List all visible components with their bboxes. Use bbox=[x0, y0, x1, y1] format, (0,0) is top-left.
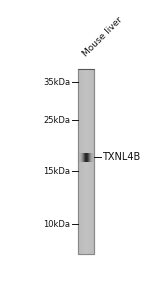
Bar bbox=[78, 70, 79, 254]
Bar bbox=[87, 70, 88, 254]
Bar bbox=[83, 70, 84, 254]
Bar bbox=[89, 70, 90, 254]
Bar bbox=[83, 70, 84, 254]
Bar bbox=[93, 70, 94, 254]
Bar bbox=[86, 70, 87, 254]
Text: 35kDa: 35kDa bbox=[43, 78, 70, 87]
Bar bbox=[85, 70, 86, 254]
Bar bbox=[87, 70, 88, 254]
Bar bbox=[85, 70, 86, 254]
Bar bbox=[84, 70, 85, 254]
Bar bbox=[92, 70, 93, 254]
Bar bbox=[78, 70, 94, 254]
Bar bbox=[79, 70, 80, 254]
Bar bbox=[78, 70, 94, 254]
Bar bbox=[88, 70, 89, 254]
Text: TXNL4B: TXNL4B bbox=[102, 152, 140, 162]
Bar bbox=[81, 70, 82, 254]
Text: 10kDa: 10kDa bbox=[43, 220, 70, 229]
Bar bbox=[80, 70, 81, 254]
Bar bbox=[90, 70, 91, 254]
Bar bbox=[91, 70, 92, 254]
Bar bbox=[89, 70, 90, 254]
Bar bbox=[94, 70, 95, 254]
Text: 15kDa: 15kDa bbox=[43, 167, 70, 176]
Bar bbox=[82, 70, 83, 254]
Bar bbox=[91, 70, 92, 254]
Text: Mouse liver: Mouse liver bbox=[81, 15, 124, 58]
Text: 25kDa: 25kDa bbox=[43, 116, 70, 125]
Bar bbox=[82, 70, 83, 254]
